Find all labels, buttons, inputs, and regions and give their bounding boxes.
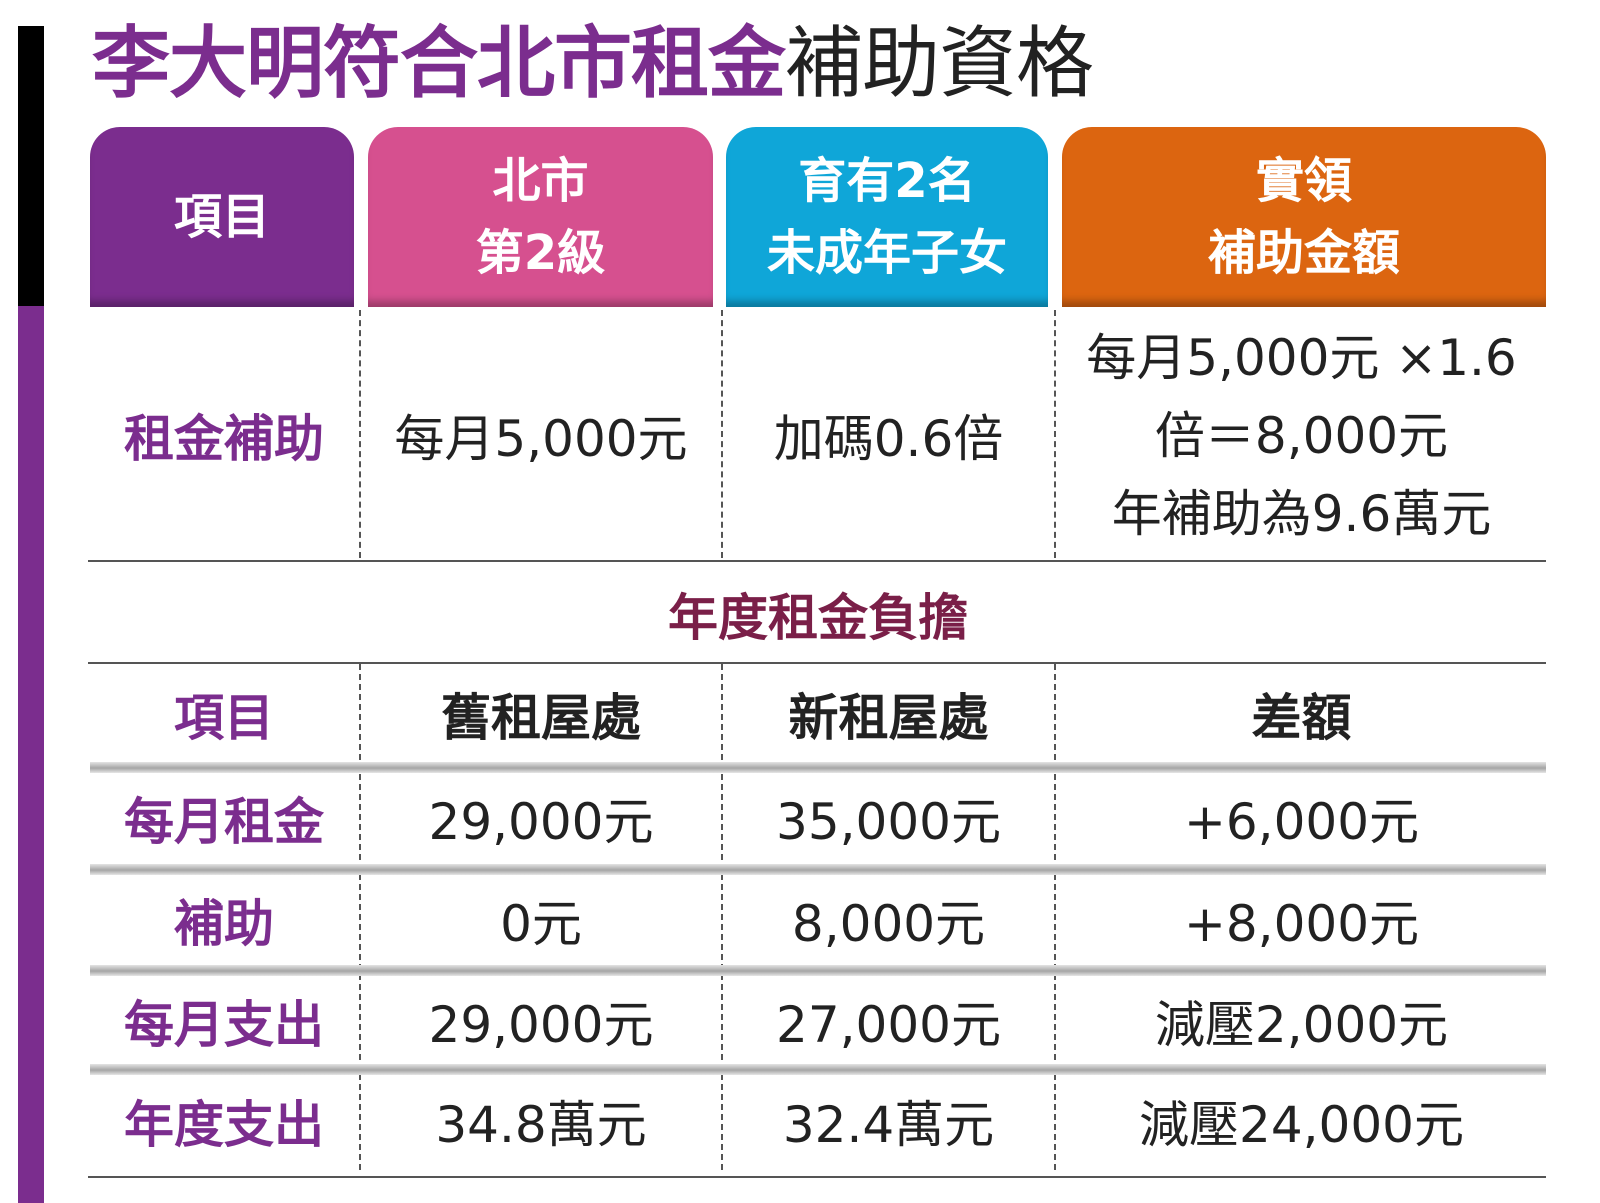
bottom-line (88, 1176, 1546, 1178)
table-header-old-rental: 舊租屋處 (441, 689, 641, 747)
header-item: 項目 (90, 127, 354, 307)
table-cell: 減壓24,000元 (1139, 1096, 1464, 1154)
row-label-annual-expense: 年度支出 (124, 1096, 324, 1154)
table-cell: 27,000元 (776, 996, 1001, 1054)
row-label-subsidy: 補助 (174, 895, 274, 953)
table-cell: 35,000元 (776, 793, 1001, 851)
table-cell: 34.8萬元 (435, 1096, 647, 1154)
table-cell: 減壓2,000元 (1154, 996, 1449, 1054)
column-divider (721, 664, 723, 1170)
header-children-line2: 未成年子女 (766, 225, 1007, 281)
section-title: 年度租金負擔 (668, 589, 968, 647)
table-header-item: 項目 (174, 689, 274, 747)
header-subsidy-line1: 實領 (1255, 153, 1352, 209)
row-label-monthly-rent: 每月租金 (124, 793, 324, 851)
table-header-new-rental: 新租屋處 (788, 689, 989, 747)
title-rest: 補助資格 (785, 19, 1094, 109)
row-label-rent-subsidy: 租金補助 (124, 410, 324, 468)
subsidy-calculation: 每月5,000元 ×1.6 倍＝8,000元 年補助為9.6萬元 (1057, 318, 1546, 554)
row-label-monthly-expense: 每月支出 (124, 996, 324, 1054)
header-item-label: 項目 (173, 189, 270, 245)
row-separator (90, 1064, 1546, 1075)
header-taipei-line1: 北市 (492, 153, 589, 209)
column-divider (359, 664, 361, 1170)
header-actual-subsidy: 實領 補助金額 (1062, 127, 1546, 307)
subsidy-calc-line2: 倍＝8,000元 (1154, 407, 1449, 465)
subsidy-calc-line3: 年補助為9.6萬元 (1111, 485, 1492, 543)
header-subsidy-line2: 補助金額 (1207, 225, 1400, 281)
left-accent-bar-black (18, 26, 44, 306)
header-minor-children: 育有2名 未成年子女 (726, 127, 1048, 307)
table-header-difference: 差額 (1251, 689, 1352, 747)
subsidy-monthly-base: 每月5,000元 (394, 410, 688, 468)
divider-line (88, 662, 1546, 664)
page-title: 李大明符合北市租金補助資格 (92, 14, 1094, 114)
header-taipei-line2: 第2級 (475, 225, 606, 281)
table-cell: 29,000元 (428, 793, 654, 851)
divider-line (88, 560, 1546, 562)
table-cell: 8,000元 (791, 895, 986, 953)
column-divider (721, 310, 723, 558)
subsidy-bonus-multiplier: 加碼0.6倍 (773, 410, 1004, 468)
header-taipei-level: 北市 第2級 (368, 127, 713, 307)
column-divider (1054, 664, 1056, 1170)
table-cell: 29,000元 (428, 996, 654, 1054)
subsidy-calc-line1: 每月5,000元 ×1.6 (1086, 329, 1517, 387)
table-cell: +6,000元 (1183, 793, 1420, 851)
row-separator (90, 965, 1546, 976)
table-cell: 32.4萬元 (782, 1096, 995, 1154)
column-divider (359, 310, 361, 558)
table-cell: 0元 (500, 895, 582, 953)
header-children-line1: 育有2名 (798, 153, 976, 209)
table-cell: +8,000元 (1183, 895, 1420, 953)
row-separator (90, 762, 1546, 773)
column-divider (1054, 310, 1056, 558)
left-accent-bar-purple (18, 306, 44, 1203)
title-highlight: 李大明符合北市租金 (92, 19, 786, 109)
row-separator (90, 864, 1546, 875)
